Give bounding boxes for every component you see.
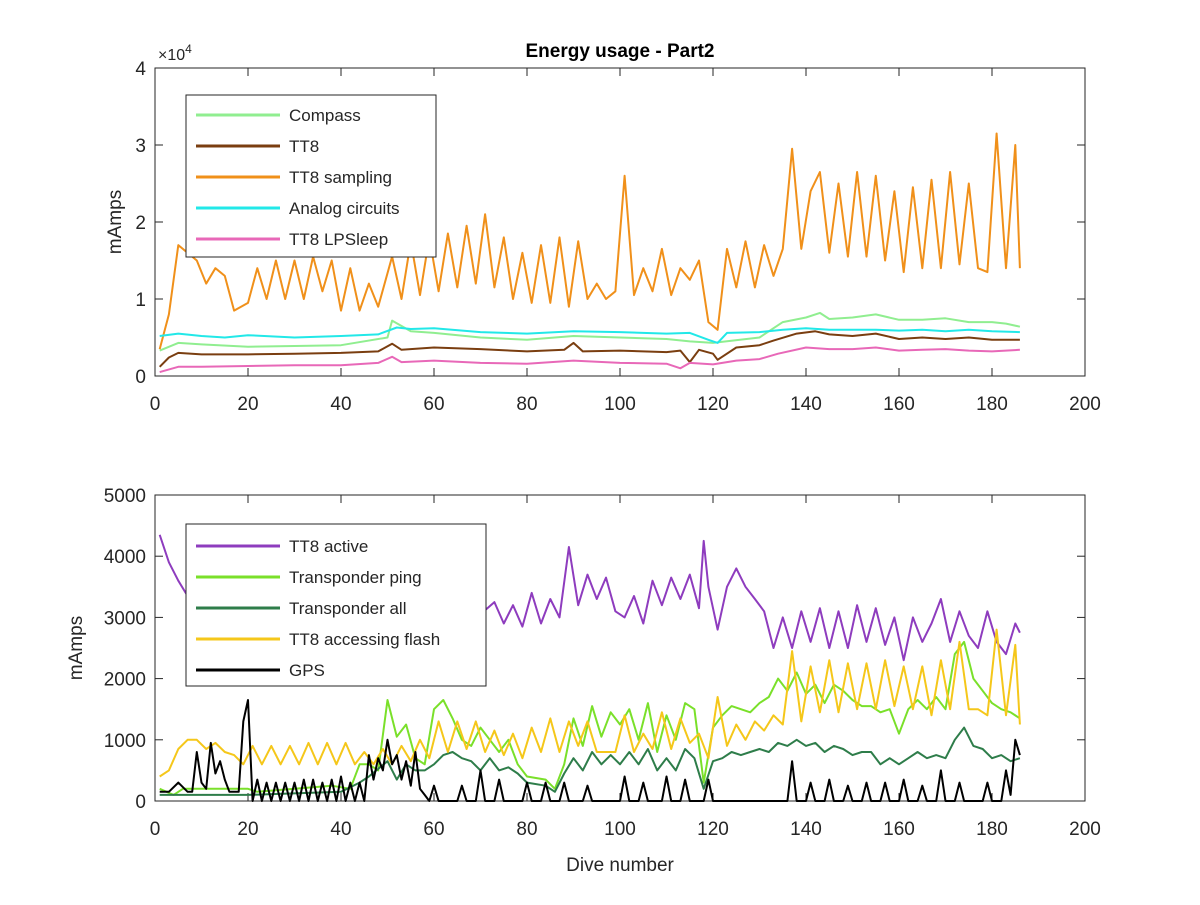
top-x-tick-label: 140 [790,394,822,415]
top-x-tick-label: 180 [976,394,1008,415]
bottom-x-tick-label: 180 [976,819,1008,840]
bottom-series [158,534,1021,802]
top-x-tick-label: 200 [1069,394,1101,415]
top-x-tick-label: 40 [330,394,351,415]
top-legend: Compass TT8 TT8 sampling Analog circuits TT8… [185,94,437,258]
top-legend-label-compass: Compass [289,106,361,125]
top-y-tick-label: 4 [135,59,146,80]
bottom-y-tick-label: 4000 [104,547,146,568]
top-axes: Energy usage - Part2 mAmps ×104 0 20 40 60 8… [105,41,1101,415]
bottom-x-axis-label: Dive number [566,855,674,876]
bottom-x-tick-label: 60 [423,819,444,840]
top-exponent-base: ×10 [158,47,185,64]
top-x-tick-label: 80 [516,394,537,415]
bottom-y-axis-label: mAmps [66,616,87,680]
bottom-x-tick-label: 20 [237,819,258,840]
top-y-tick-label: 3 [135,136,146,157]
bottom-x-tick-label: 40 [330,819,351,840]
bottom-series-line-gps [159,699,1021,802]
top-legend-label-tt8: TT8 [289,137,319,156]
top-legend-label-analog-circuits: Analog circuits [289,199,400,218]
bottom-legend-label-tt8-active: TT8 active [289,537,368,556]
top-series [158,132,1021,374]
bottom-y-tick-label: 3000 [104,608,146,629]
bottom-y-tick-label: 2000 [104,670,146,691]
bottom-x-tick-label: 120 [697,819,729,840]
bottom-x-tick-label: 160 [883,819,915,840]
bottom-x-tick-label: 100 [604,819,636,840]
bottom-x-tick-label: 80 [516,819,537,840]
top-series-line-analog-circuits [159,326,1020,344]
top-legend-label-tt8-sampling: TT8 sampling [289,168,392,187]
top-x-tick-label: 120 [697,394,729,415]
bottom-x-tick-label: 0 [150,819,161,840]
bottom-y-tick-label: 0 [135,792,146,813]
bottom-legend-box [185,523,487,687]
top-x-tick-label: 60 [423,394,444,415]
bottom-series-line-tt8-accessing-flash [159,628,1021,778]
bottom-legend: TT8 active Transponder ping Transponder al… [185,523,487,687]
top-series-line-tt8 [158,330,1020,368]
bottom-x-tick-label: 200 [1069,819,1101,840]
bottom-legend-label-transponder-all: Transponder all [289,599,407,618]
bottom-legend-label-tt8-accessing-flash: TT8 accessing flash [289,630,440,649]
top-y-axis-label: mAmps [105,190,126,254]
bottom-legend-label-transponder-ping: Transponder ping [289,568,422,587]
top-series-line-tt8-lpsleep [159,346,1020,374]
svg-text:×104: ×104 [158,42,192,64]
top-legend-label-tt8-lpsleep: TT8 LPSleep [289,230,388,249]
bottom-series-line-transponder-ping [159,640,1021,796]
top-y-tick-label: 0 [135,367,146,388]
bottom-series-line-tt8-active [158,534,1021,662]
bottom-series-line-transponder-all [159,726,1021,796]
top-ticks: 0 20 40 60 80 100 120 140 160 180 200 0 1 2 3 4 [135,59,1100,415]
bottom-y-tick-label: 1000 [104,731,146,752]
bottom-x-tick-label: 140 [790,819,822,840]
top-x-tick-label: 100 [604,394,636,415]
bottom-legend-label-gps: GPS [289,661,325,680]
top-series-line-compass [159,311,1021,352]
top-series-line-tt8-sampling [158,132,1021,350]
top-x-tick-label: 20 [237,394,258,415]
top-chart-title: Energy usage - Part2 [525,41,714,62]
bottom-axes: Dive number mAmps 0 20 40 60 80 100 120 140 160 1… [66,486,1101,876]
top-x-tick-label: 160 [883,394,915,415]
bottom-ticks: 0 20 40 60 80 100 120 140 160 180 2000100020003000… [104,486,1101,840]
top-exponent-power: 4 [185,42,192,56]
top-y-tick-label: 2 [135,213,146,234]
top-y-tick-label: 1 [135,290,146,311]
top-exponent-label: ×104 [158,42,192,64]
top-x-tick-label: 0 [150,394,161,415]
bottom-y-tick-label: 5000 [104,486,146,507]
